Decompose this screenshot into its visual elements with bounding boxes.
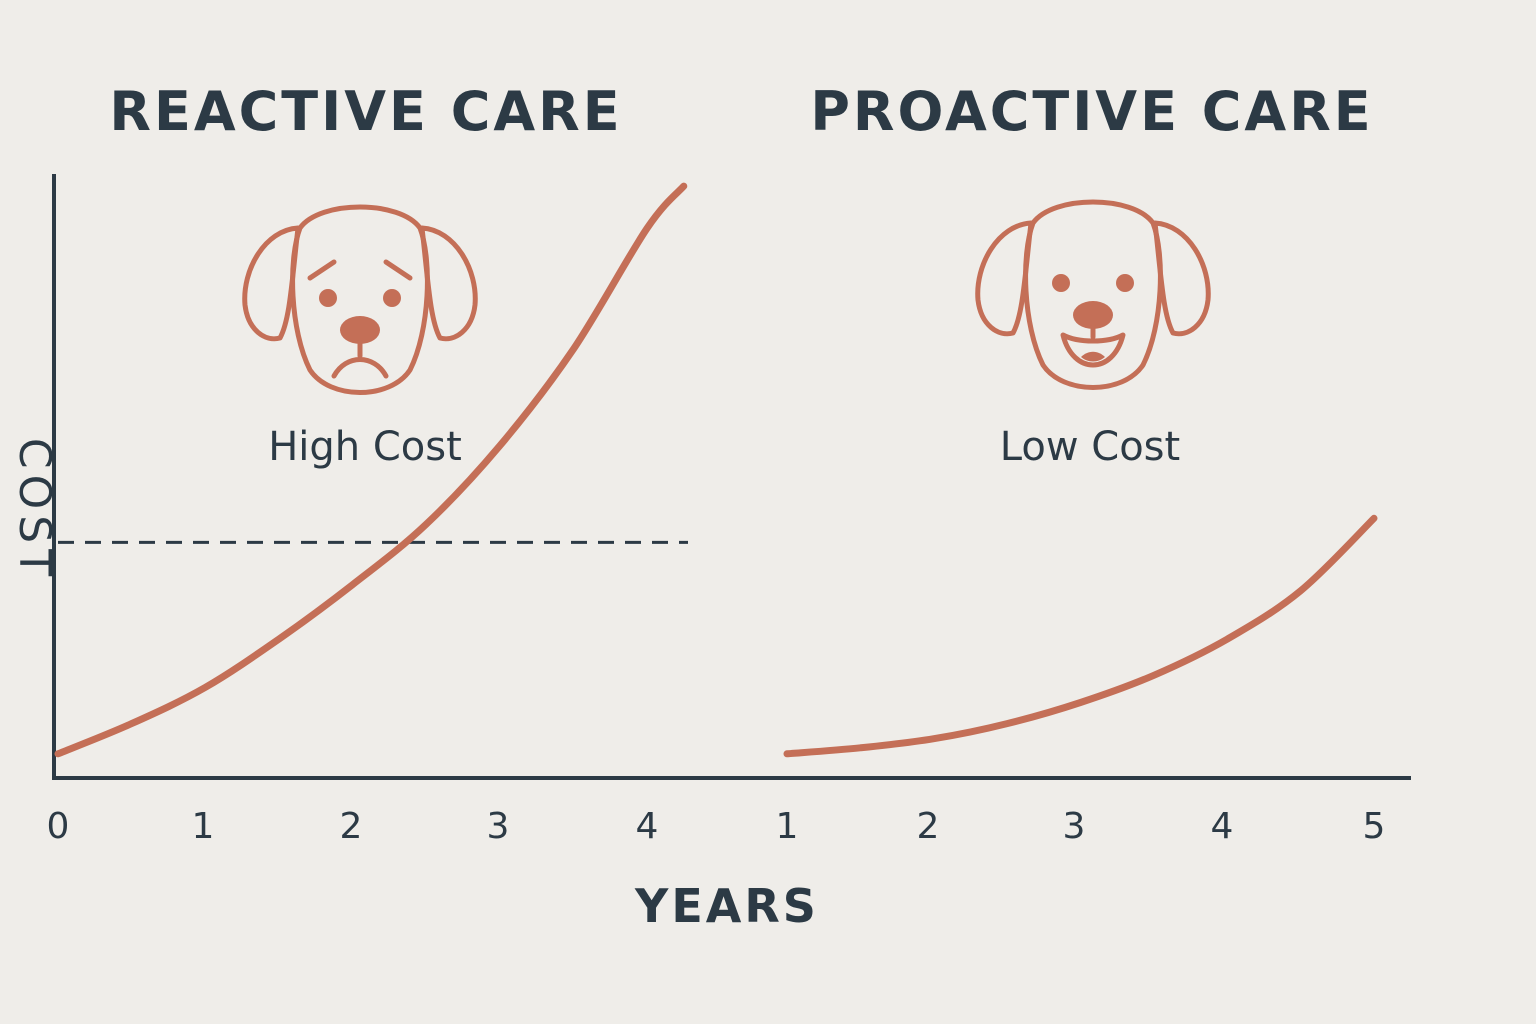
proactive-cost-curve bbox=[783, 514, 1378, 758]
y-axis-label: COST bbox=[9, 438, 60, 582]
x-tick-label: 2 bbox=[340, 806, 363, 847]
low-cost-label: Low Cost bbox=[1000, 424, 1180, 470]
reactive-cost-curve bbox=[54, 182, 688, 758]
high-cost-label: High Cost bbox=[268, 424, 462, 470]
x-tick-label: 2 bbox=[917, 806, 940, 847]
x-axis-label: YEARS bbox=[634, 879, 819, 933]
x-tick-label: 4 bbox=[636, 806, 659, 847]
x-tick-label: 1 bbox=[192, 806, 215, 847]
x-tick-label: 1 bbox=[776, 806, 799, 847]
proactive-care-title: PROACTIVE CARE bbox=[810, 80, 1373, 143]
x-tick-label: 0 bbox=[47, 806, 70, 847]
happy-dog-icon bbox=[975, 199, 1211, 390]
reactive-care-title: REACTIVE CARE bbox=[109, 80, 622, 143]
x-tick-label: 3 bbox=[1063, 806, 1086, 847]
x-tick-label: 4 bbox=[1211, 806, 1234, 847]
x-tick-label: 3 bbox=[487, 806, 510, 847]
x-tick-label: 5 bbox=[1363, 806, 1386, 847]
sad-dog-icon bbox=[242, 204, 478, 395]
